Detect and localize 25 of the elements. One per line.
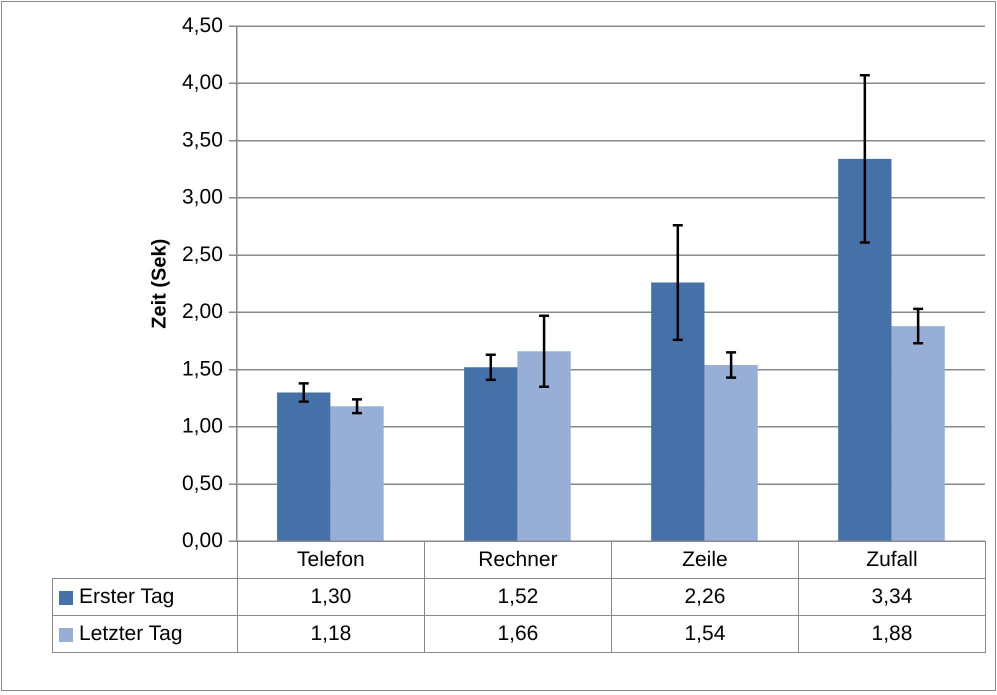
data-label: 1,18 xyxy=(237,616,424,653)
data-label: 1,52 xyxy=(424,578,612,616)
legend-label: Letzter Tag xyxy=(52,616,238,653)
data-label: 1,88 xyxy=(798,616,986,653)
x-tick-label: Zeile xyxy=(611,542,798,579)
data-label: 3,34 xyxy=(798,578,986,616)
y-tick-label: 0,00 xyxy=(182,529,223,552)
y-tick-label: 2,50 xyxy=(182,242,223,266)
y-tick-label: 1,50 xyxy=(182,357,223,380)
y-tick-label: 0,50 xyxy=(182,472,223,495)
data-label: 1,54 xyxy=(611,616,798,653)
y-axis-title: Zeit (Sek) xyxy=(148,238,171,329)
y-tick-label: 4,00 xyxy=(182,71,223,94)
data-label: 1,30 xyxy=(237,578,424,616)
data-label: 2,26 xyxy=(611,578,798,616)
y-tick-label: 4,50 xyxy=(182,14,223,37)
data-label: 1,66 xyxy=(424,616,612,653)
x-tick-label: Rechner xyxy=(424,542,612,579)
y-tick-label: 1,00 xyxy=(182,414,223,438)
x-tick-label: Zufall xyxy=(798,542,986,579)
x-tick-label: Telefon xyxy=(237,542,424,579)
legend-label: Erster Tag xyxy=(52,578,238,616)
y-tick-label: 3,50 xyxy=(182,128,223,152)
y-tick-label: 3,00 xyxy=(182,186,223,209)
y-tick-label: 2,00 xyxy=(182,300,223,324)
